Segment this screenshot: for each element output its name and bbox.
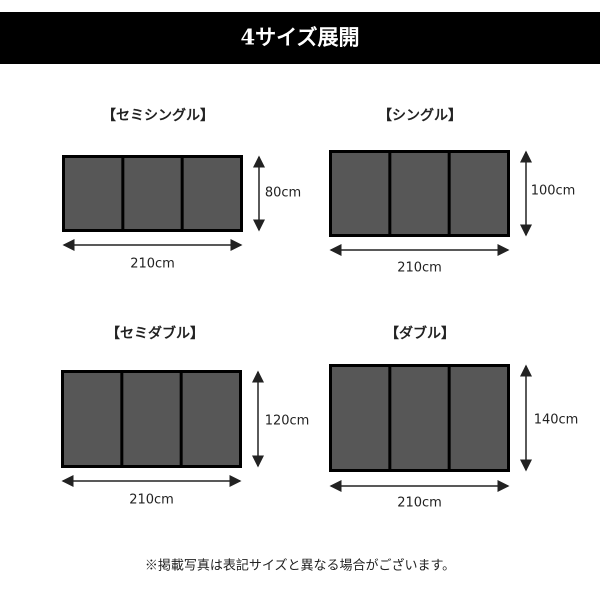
mattress-panel xyxy=(183,158,240,229)
height-label: 140cm xyxy=(534,413,579,428)
header-title: 4サイズ展開 xyxy=(241,25,360,50)
mattress-panel xyxy=(124,158,181,229)
footnote: ※掲載写真は表記サイズと異なる場合がございます。 xyxy=(145,558,455,574)
header-bar xyxy=(0,12,600,64)
width-label: 210cm xyxy=(130,257,175,272)
mattress-panel xyxy=(65,158,122,229)
size-label: 【セミダブル】 xyxy=(106,325,204,342)
mattress-panel xyxy=(332,367,389,469)
width-label: 210cm xyxy=(397,496,442,511)
height-label: 120cm xyxy=(265,414,310,429)
height-label: 100cm xyxy=(531,184,576,199)
mattress-panel xyxy=(182,373,239,465)
size-label: 【ダブル】 xyxy=(385,325,455,342)
mattress-panel xyxy=(450,153,507,234)
mattress-panel xyxy=(332,153,389,234)
size-label: 【セミシングル】 xyxy=(102,107,214,124)
mattress-panel xyxy=(450,367,507,469)
size-label: 【シングル】 xyxy=(378,107,462,124)
mattress-panel xyxy=(64,373,121,465)
height-label: 80cm xyxy=(265,186,301,201)
mattress-panel xyxy=(391,153,448,234)
mattress-panel xyxy=(391,367,448,469)
width-label: 210cm xyxy=(397,261,442,276)
mattress-panel xyxy=(123,373,180,465)
width-label: 210cm xyxy=(129,493,174,508)
